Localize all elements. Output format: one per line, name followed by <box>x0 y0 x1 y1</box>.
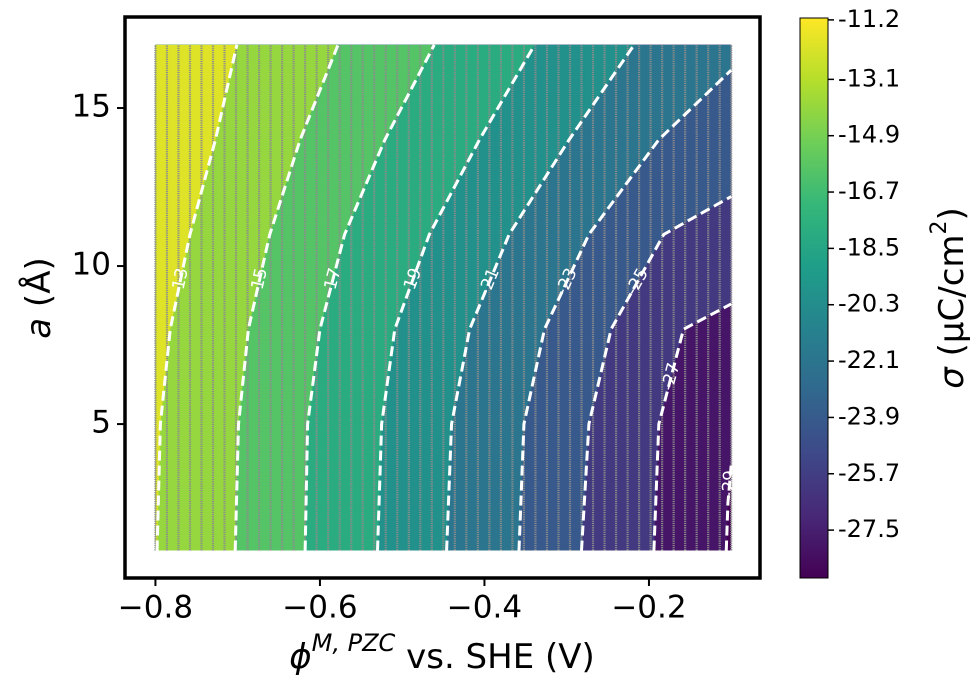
y-tick-label: 10 <box>72 247 111 283</box>
y-label-symbol: a <box>19 318 59 339</box>
contour-line <box>517 69 733 551</box>
contour-line <box>303 44 436 551</box>
x-tick-label: −0.8 <box>118 590 193 626</box>
y-tick-label: 15 <box>72 89 111 125</box>
colorbar-tick-label: -13.1 <box>838 64 900 92</box>
y-tick-label: 5 <box>91 405 111 441</box>
contour-line <box>155 44 239 551</box>
cb-label-sup: 2 <box>927 220 952 234</box>
cb-label-rest: (μC/cm <box>932 234 972 367</box>
colorbar-tick-label: -22.1 <box>838 346 900 374</box>
y-label-rest: (Å) <box>18 257 59 318</box>
colorbar-tick-label: -27.5 <box>838 515 900 543</box>
cb-label-symbol: σ <box>932 366 972 389</box>
x-label-symbol: ϕ <box>289 637 311 677</box>
colorbar-tick-label: -16.7 <box>838 177 900 205</box>
x-label-rest: vs. SHE (V) <box>395 637 594 677</box>
contour-line <box>376 44 536 551</box>
x-tick-label: −0.4 <box>447 590 522 626</box>
cb-label-end: ) <box>932 207 972 220</box>
colorbar <box>799 17 829 579</box>
colorbar-tick-label: -23.9 <box>838 402 900 430</box>
contour-line <box>652 302 732 551</box>
x-label-sup: M, PZC <box>312 629 396 657</box>
colorbar-tick-label: -14.9 <box>838 121 900 149</box>
x-tick-label: −0.6 <box>282 590 357 626</box>
x-axis-label: ϕM, PZC vs. SHE (V) <box>289 629 595 677</box>
colorbar-tick-label: -11.2 <box>838 5 900 33</box>
colorbar-tick-label: -18.5 <box>838 233 900 261</box>
field-band <box>155 44 732 551</box>
contour-label: -29 <box>718 469 740 498</box>
field-band <box>155 44 732 551</box>
x-tick-label: −0.2 <box>611 590 686 626</box>
contour-line <box>724 465 733 551</box>
contour-line <box>233 44 340 551</box>
colorbar-tick-label: -25.7 <box>838 459 900 487</box>
contour-line <box>580 195 732 551</box>
plot-area: -13 -15 -17 -19 -21 -23 -25-27-29 <box>154 43 741 551</box>
axes-frame <box>123 15 762 580</box>
contour-line <box>445 43 636 551</box>
y-axis-label: a (Å) <box>18 257 59 338</box>
colorbar-tick-label: -20.3 <box>838 290 900 318</box>
colorbar-label: σ (μC/cm2) <box>927 207 972 389</box>
